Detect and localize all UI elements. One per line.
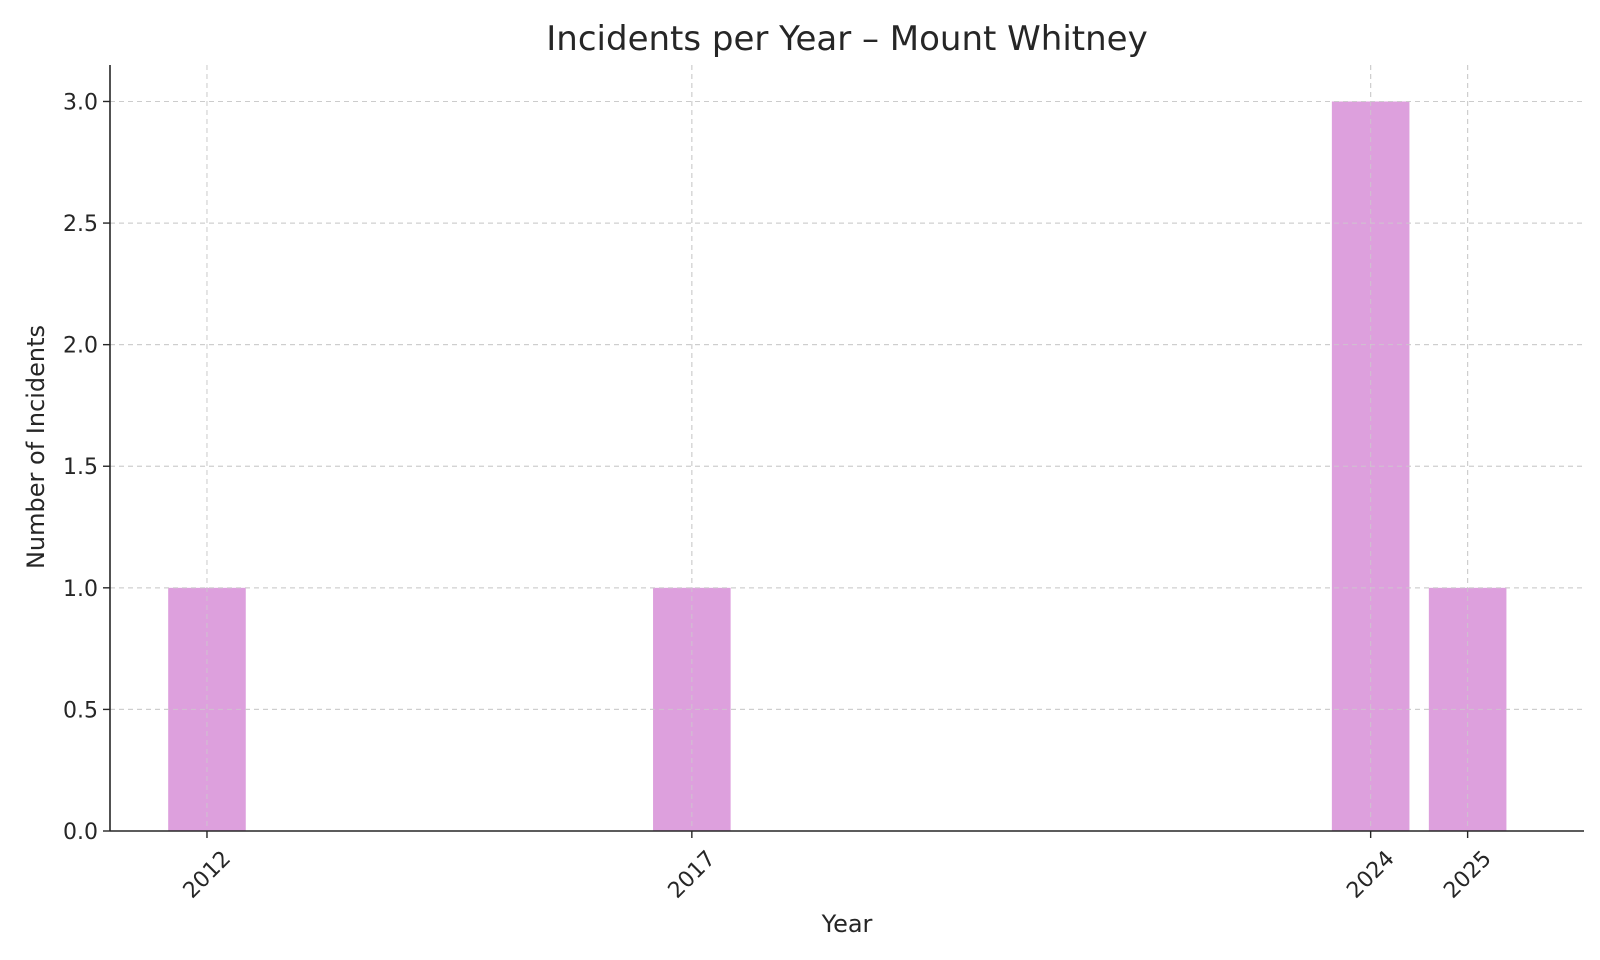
- x-tick-label: 2017: [664, 846, 721, 903]
- bar-2012: [168, 587, 246, 831]
- y-tick-label: 0.5: [63, 698, 98, 723]
- y-tick-label: 0.0: [63, 820, 98, 845]
- y-tick-label: 1.5: [63, 455, 98, 480]
- x-tick-label: 2024: [1342, 846, 1399, 903]
- y-tick-label: 2.0: [63, 334, 98, 359]
- bar-2025: [1428, 587, 1507, 831]
- y-tick-label: 2.5: [63, 212, 98, 237]
- x-tick-label: 2025: [1439, 846, 1496, 903]
- x-tick-label: 2012: [179, 846, 236, 903]
- chart-title: Incidents per Year – Mount Whitney: [546, 19, 1147, 59]
- bars-layer: [110, 65, 1584, 831]
- x-axis-label: Year: [821, 910, 873, 938]
- y-axis-label: Number of Incidents: [22, 325, 50, 569]
- axes-layer: [109, 65, 1584, 832]
- y-tick-label: 3.0: [63, 90, 98, 115]
- y-tick-label: 1.0: [63, 577, 98, 602]
- ticks-layer: 0.0 0.5 1.0 1.5 2.0 2.5 3.0 2012 2017 2024 2025: [63, 90, 1497, 903]
